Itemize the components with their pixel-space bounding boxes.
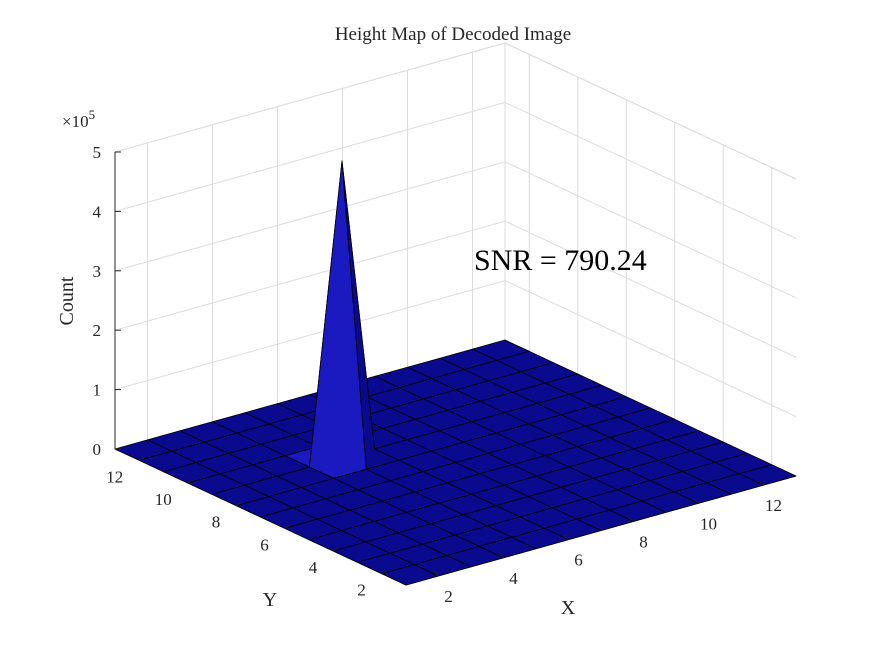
- x-tick-label-10: 10: [700, 514, 717, 533]
- y-tick-mark-4: [332, 547, 339, 552]
- grid-line-back-wall-z-2: [114, 220, 506, 331]
- y-tick-mark-6: [284, 524, 291, 529]
- z-multiplier-exponent: 5: [89, 107, 96, 122]
- z-tick-label-3: 3: [93, 262, 102, 281]
- x-tick-mark-4: [498, 553, 504, 559]
- y-tick-label-12: 12: [106, 467, 123, 486]
- z-multiplier-base: ×10: [62, 112, 89, 131]
- axes-grid: [114, 42, 797, 477]
- y-tick-label-2: 2: [357, 581, 366, 600]
- y-tick-mark-8: [235, 502, 242, 507]
- y-tick-label-4: 4: [309, 558, 318, 577]
- grid-line-side-wall-z-2: [504, 220, 797, 358]
- surface-plot: [114, 160, 797, 586]
- x-tick-label-4: 4: [509, 569, 518, 588]
- grid-line-back-wall-z-1: [114, 280, 506, 391]
- z-tick-label-5: 5: [93, 143, 102, 162]
- y-tick-mark-10: [187, 479, 194, 484]
- y-tick-mark-2: [381, 570, 388, 575]
- z-tick-label-2: 2: [93, 321, 102, 340]
- y-tick-label-10: 10: [155, 490, 172, 509]
- grid-line-back-wall-z-4: [114, 101, 506, 212]
- grid-line-side-wall-z-3: [504, 161, 797, 299]
- y-axis-label: Y: [263, 589, 277, 611]
- x-tick-label-2: 2: [444, 587, 453, 606]
- x-tick-label-8: 8: [639, 532, 648, 551]
- z-tick-label-1: 1: [93, 381, 102, 400]
- z-axis-label: Count: [56, 276, 78, 325]
- x-tick-mark-12: [758, 480, 764, 486]
- grid-line-back-wall-z-3: [114, 161, 506, 272]
- x-tick-label-12: 12: [765, 496, 782, 515]
- x-tick-mark-6: [563, 535, 569, 540]
- grid-line-side-wall-z-4: [504, 101, 797, 239]
- chart-title: Height Map of Decoded Image: [335, 24, 571, 45]
- grid-line-side-wall-z-1: [504, 280, 797, 418]
- surface-cell-0-0: [381, 564, 439, 586]
- x-tick-mark-2: [433, 571, 439, 577]
- grid-line-top-back: [114, 42, 506, 153]
- z-tick-label-4: 4: [93, 202, 102, 221]
- y-tick-label-8: 8: [212, 513, 221, 532]
- grid-line-top-side: [504, 42, 797, 180]
- x-tick-label-6: 6: [574, 551, 583, 570]
- x-tick-mark-10: [693, 498, 699, 504]
- x-axis-label: X: [561, 597, 576, 619]
- y-tick-mark-12: [138, 456, 145, 461]
- z-multiplier-label: ×105: [62, 107, 95, 131]
- snr-annotation: SNR = 790.24: [474, 244, 647, 277]
- z-tick-label-0: 0: [93, 440, 102, 459]
- y-tick-label-6: 6: [260, 535, 269, 554]
- x-tick-mark-8: [628, 517, 634, 522]
